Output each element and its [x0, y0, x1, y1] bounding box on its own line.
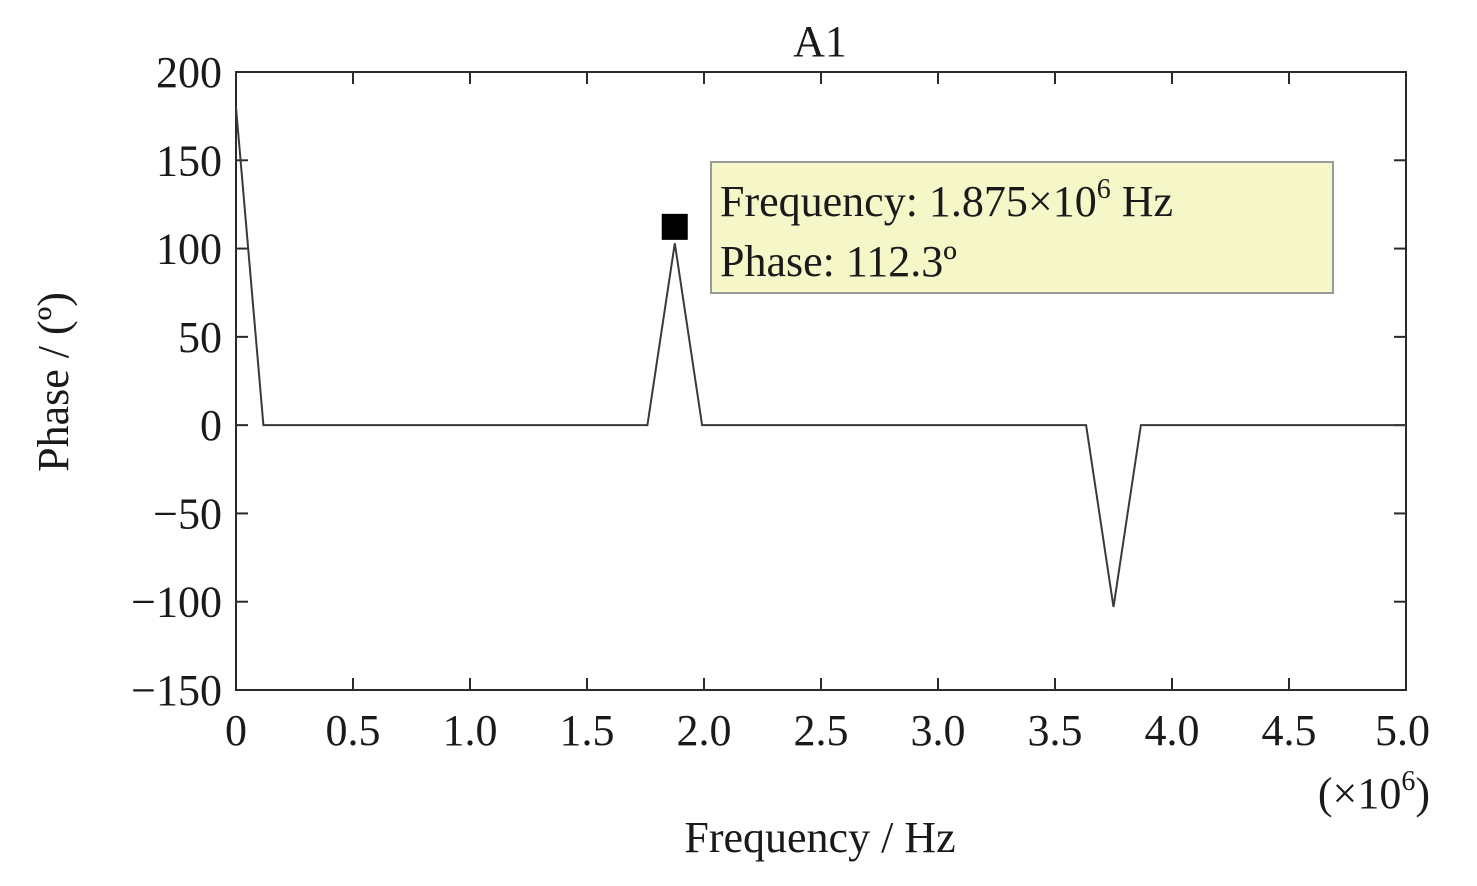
x-tick-label: 3.0 [911, 706, 966, 755]
x-tick-labels: 0 0.5 1.0 1.5 2.0 2.5 3.0 3.5 4.0 4.5 5.0 [225, 706, 1430, 755]
y-tick-label: −50 [153, 489, 222, 538]
x-tick-label: 0 [225, 706, 247, 755]
x-tick-label: 3.5 [1028, 706, 1083, 755]
x-tick-label: 5.0 [1375, 706, 1430, 755]
x-tick-label: 4.0 [1145, 706, 1200, 755]
y-tick-label: 100 [156, 225, 222, 274]
datatip-frequency-text: Frequency: 1.875×106 Hz [720, 174, 1173, 226]
x-axis-label: Frequency / Hz [684, 813, 955, 862]
x-tick-label: 1.0 [443, 706, 498, 755]
datatip: Frequency: 1.875×106 Hz Phase: 112.3º [710, 161, 1334, 294]
datatip-frequency-unit: Hz [1111, 177, 1173, 226]
y-tick-label: 150 [156, 136, 222, 185]
y-tick-label: 0 [200, 401, 222, 450]
y-tick-label: 50 [178, 313, 222, 362]
y-tick-label: −100 [131, 578, 222, 627]
x-axis-multiplier: (×106) [1318, 766, 1430, 818]
chart-title: A1 [793, 17, 847, 66]
x-tick-label: 1.5 [560, 706, 615, 755]
y-axis-label: Phase / (º) [29, 292, 78, 472]
y-tick-labels: 200 150 100 50 0 −50 −100 −150 [131, 48, 222, 715]
datatip-frequency-prefix: Frequency: 1.875×10 [720, 177, 1097, 226]
y-tick-label: −150 [131, 666, 222, 715]
datatip-frequency-exponent: 6 [1097, 174, 1111, 205]
datatip-box [710, 161, 1334, 294]
phase-series-line [235, 107, 1406, 608]
x-multiplier-exponent: 6 [1401, 766, 1415, 797]
x-tick-label: 0.5 [326, 706, 381, 755]
series-layer [235, 107, 1406, 608]
x-tick-label: 4.5 [1262, 706, 1317, 755]
x-tick-label: 2.5 [794, 706, 849, 755]
datatip-marker [661, 213, 688, 240]
x-multiplier-suffix: ) [1415, 769, 1430, 818]
datatip-phase-text: Phase: 112.3º [720, 237, 957, 286]
x-tick-label: 2.0 [677, 706, 732, 755]
x-multiplier-prefix: (×10 [1318, 769, 1401, 818]
y-tick-label: 200 [156, 48, 222, 97]
marker-layer [661, 213, 688, 240]
tick-marks [235, 71, 1407, 691]
